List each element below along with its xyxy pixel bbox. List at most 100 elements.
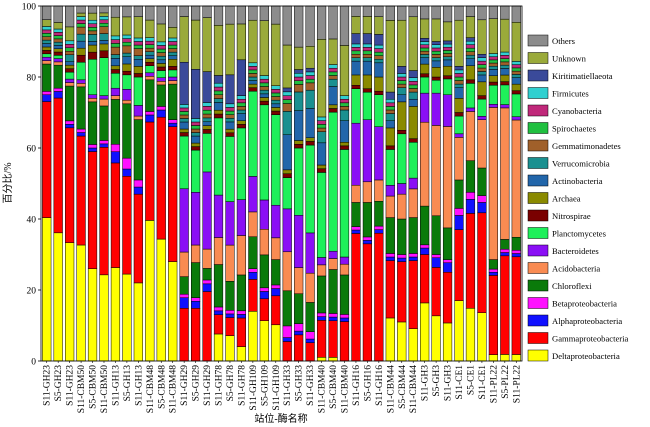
bar-segment-deltaproteobacteria — [442, 322, 453, 362]
bar-segment-others — [87, 5, 98, 14]
bar-segment-others — [351, 5, 361, 17]
bar-segment-unknown — [133, 16, 143, 39]
bar-segment-others — [213, 5, 224, 26]
bar-segment-alphaproteobacteria — [442, 262, 453, 273]
bar-segment-actinobacteria — [488, 69, 498, 76]
bar-segment-unknown — [339, 45, 350, 96]
bar-segment-verrucomicrobia — [76, 33, 86, 42]
bar-segment-betaproteobacteria — [110, 144, 121, 152]
bar-segment-spirochaetes — [282, 99, 292, 104]
bar-segment-chloroflexi — [99, 105, 109, 141]
bar-segment-unknown — [328, 38, 338, 65]
bar-segment-acidobacteria — [282, 251, 292, 292]
bar-segment-bacteroidetes — [511, 116, 521, 121]
bar-segment-actinobacteria — [305, 108, 315, 139]
bar-segment-gemmatimonadetes — [110, 46, 121, 55]
bar-segment-chloroflexi — [488, 259, 498, 270]
bar-segment-archaea — [145, 58, 155, 63]
bar-segment-others — [420, 5, 430, 20]
bar-segment-nitrospirae — [225, 132, 235, 137]
bar-segment-bacteroidetes — [431, 92, 441, 126]
bar-segment-unknown — [53, 22, 63, 30]
bar-segment-chloroflexi — [156, 84, 166, 107]
bar-segment-bacteroidetes — [339, 256, 350, 265]
bar-segment-chloroflexi — [477, 167, 487, 196]
bar-segment-deltaproteobacteria — [225, 335, 235, 362]
bar-segment-actinobacteria — [362, 60, 372, 76]
bar-segment-planctomycetes — [225, 136, 235, 202]
bar-segment-firmicutes — [259, 75, 269, 80]
legend-label: Unknown — [552, 54, 587, 64]
bar-segment-betaproteobacteria — [225, 310, 235, 315]
x-tick-label: S11-CBM40 — [340, 365, 350, 413]
bar-segment-nitrospirae — [294, 144, 304, 149]
bar-segment-cyanobacteria — [259, 78, 269, 84]
bar-segment-others — [397, 5, 407, 21]
bar-segment-deltaproteobacteria — [488, 354, 498, 362]
x-tick-label: S11-GH109 — [272, 365, 282, 411]
bar-segment-gemmatimonadetes — [294, 84, 304, 93]
bar-segment-nitrospirae — [248, 87, 258, 92]
bar-segment-spirochaetes — [374, 51, 384, 56]
bar-segment-verrucomicrobia — [431, 57, 441, 62]
bar-segment-alphaproteobacteria — [385, 256, 395, 261]
bar-segment-alphaproteobacteria — [156, 109, 166, 118]
bar-segment-verrucomicrobia — [442, 56, 453, 61]
bar-segment-others — [225, 5, 235, 25]
bar-segment-actinobacteria — [145, 54, 155, 59]
legend-swatch — [527, 122, 549, 134]
bar-segment-planctomycetes — [385, 149, 395, 186]
bar-segment-actinobacteria — [316, 142, 327, 166]
bar-segment-planctomycetes — [76, 61, 86, 81]
bar-segment-cyanobacteria — [179, 107, 189, 112]
x-tick-label: S11-GH16 — [375, 365, 385, 406]
bar-segment-gemmatimonadetes — [191, 128, 201, 133]
bar-segment-betaproteobacteria — [213, 306, 224, 312]
bar-segment-others — [477, 5, 487, 21]
bar-segment-planctomycetes — [362, 91, 372, 120]
bar-segment-bacteroidetes — [374, 126, 384, 181]
legend-label: Chloroflexi — [552, 281, 592, 291]
bar-segment-planctomycetes — [65, 71, 75, 80]
bar-segment-spirochaetes — [145, 44, 155, 49]
bar-segment-others — [339, 5, 350, 46]
x-tick-label: S11-GH29 — [203, 365, 213, 406]
bar-segment-unknown — [465, 16, 476, 38]
bar-segment-actinobacteria — [133, 59, 143, 67]
bar-segment-gammaproteobacteria — [42, 101, 52, 218]
bar-segment-gammaproteobacteria — [191, 308, 201, 362]
bar-segment-deltaproteobacteria — [477, 312, 487, 362]
x-tick-label: S11-CBM48 — [146, 365, 156, 413]
x-tick-label: S5-CBM40 — [329, 365, 339, 409]
bar-segment-bacteroidetes — [76, 79, 86, 84]
bar-segment-alphaproteobacteria — [259, 291, 269, 300]
bar-segment-unknown — [397, 19, 407, 67]
bar-segment-deltaproteobacteria — [213, 333, 224, 362]
bar-segment-archaea — [271, 107, 281, 112]
bar-segment-spirochaetes — [236, 102, 247, 107]
bar-segment-acidobacteria — [87, 98, 98, 103]
bar-segment-betaproteobacteria — [168, 119, 178, 124]
bar-segment-acidobacteria — [271, 237, 281, 260]
bar-segment-gammaproteobacteria — [442, 272, 453, 324]
bar-segment-betaproteobacteria — [236, 310, 247, 315]
bar-segment-alphaproteobacteria — [511, 253, 521, 258]
bar-segment-cyanobacteria — [225, 107, 235, 112]
bar-segment-verrucomicrobia — [305, 89, 315, 109]
bar-segment-acidobacteria — [53, 61, 63, 66]
bar-segment-gemmatimonadetes — [259, 86, 269, 91]
bar-segment-kiritimatiellaeota — [374, 34, 384, 46]
bar-segment-unknown — [305, 46, 315, 69]
bar-segment-unknown — [385, 20, 395, 93]
bar-segment-betaproteobacteria — [202, 279, 212, 285]
bar-segment-others — [488, 5, 498, 19]
bar-segment-acidobacteria — [225, 244, 235, 282]
bar-segment-unknown — [99, 12, 109, 17]
bar-segment-planctomycetes — [465, 83, 476, 109]
bar-segment-kiritimatiellaeota — [294, 69, 304, 74]
bar-segment-chloroflexi — [42, 63, 52, 92]
bar-segment-chloroflexi — [87, 101, 98, 145]
bar-segment-nitrospirae — [339, 145, 350, 150]
bar-segment-spirochaetes — [408, 84, 418, 89]
legend-label: Firmicutes — [552, 89, 589, 99]
